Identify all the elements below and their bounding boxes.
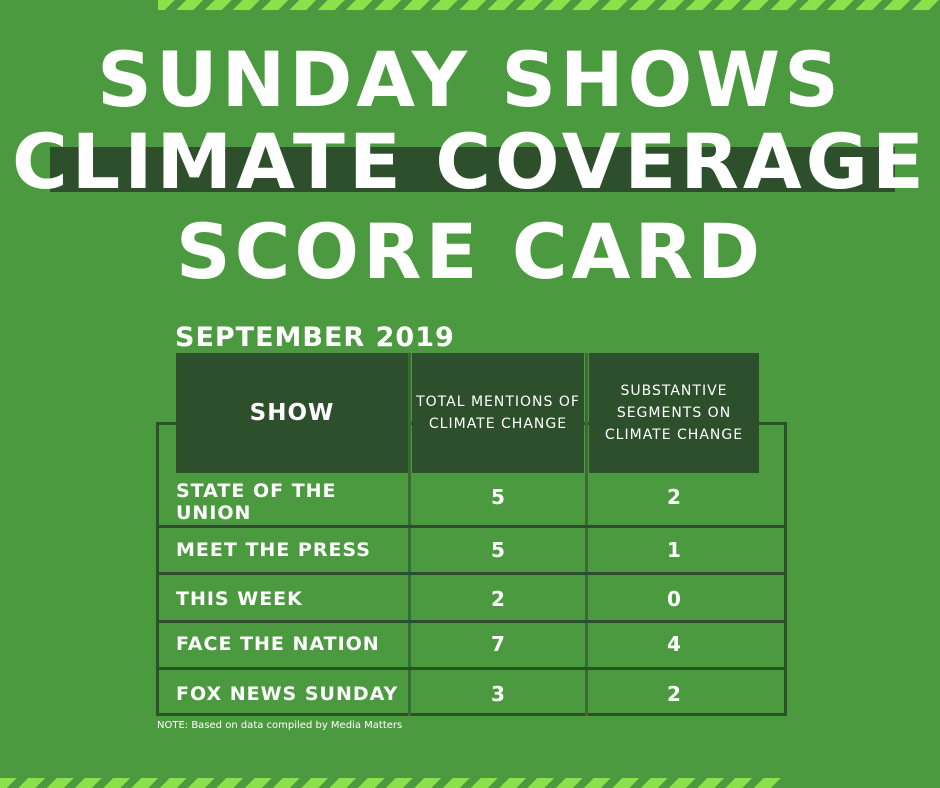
table-row: MEET THE PRESS 5 1 <box>176 529 766 571</box>
top-stripe-decoration <box>158 0 940 10</box>
period-label: SEPTEMBER 2019 <box>175 322 455 353</box>
mentions-value: 5 <box>491 485 505 509</box>
segments-value: 2 <box>667 682 681 706</box>
source-note: NOTE: Based on data compiled by Media Ma… <box>157 720 403 731</box>
table-row: FOX NEWS SUNDAY 3 2 <box>176 672 766 716</box>
header-show: SHOW <box>176 353 408 473</box>
show-name: THIS WEEK <box>176 588 303 610</box>
table-row: THIS WEEK 2 0 <box>176 577 766 621</box>
segments-value: 0 <box>667 587 681 611</box>
column-divider <box>585 353 588 716</box>
show-name: FACE THE NATION <box>176 633 380 655</box>
segments-value: 2 <box>667 485 681 509</box>
header-substantive-segments: SUBSTANTIVE SEGMENTS ON CLIMATE CHANGE <box>589 353 759 473</box>
mentions-value: 2 <box>491 587 505 611</box>
row-divider <box>156 525 787 528</box>
bottom-stripe-decoration <box>0 778 782 788</box>
title-highlight-bar <box>50 147 895 192</box>
title-line-2: CLIMATE COVERAGE <box>12 117 928 206</box>
mentions-value: 5 <box>491 538 505 562</box>
table-row: FACE THE NATION 7 4 <box>176 623 766 665</box>
mentions-value: 3 <box>491 682 505 706</box>
row-divider <box>156 620 787 623</box>
header-total-mentions: TOTAL MENTIONS OF CLIMATE CHANGE <box>412 353 584 473</box>
mentions-value: 7 <box>491 632 505 656</box>
show-name: STATE OF THE UNION <box>176 480 337 524</box>
title-line-1: SUNDAY SHOWS <box>97 35 843 124</box>
row-divider <box>156 667 787 670</box>
segments-value: 4 <box>667 632 681 656</box>
segments-value: 1 <box>667 538 681 562</box>
show-name: MEET THE PRESS <box>176 539 371 561</box>
row-divider <box>156 572 787 575</box>
title-line-3: SCORE CARD <box>175 207 765 296</box>
table-row: STATE OF THE UNION 5 2 <box>176 480 766 524</box>
show-name: FOX NEWS SUNDAY <box>176 683 399 705</box>
column-divider <box>408 353 411 716</box>
